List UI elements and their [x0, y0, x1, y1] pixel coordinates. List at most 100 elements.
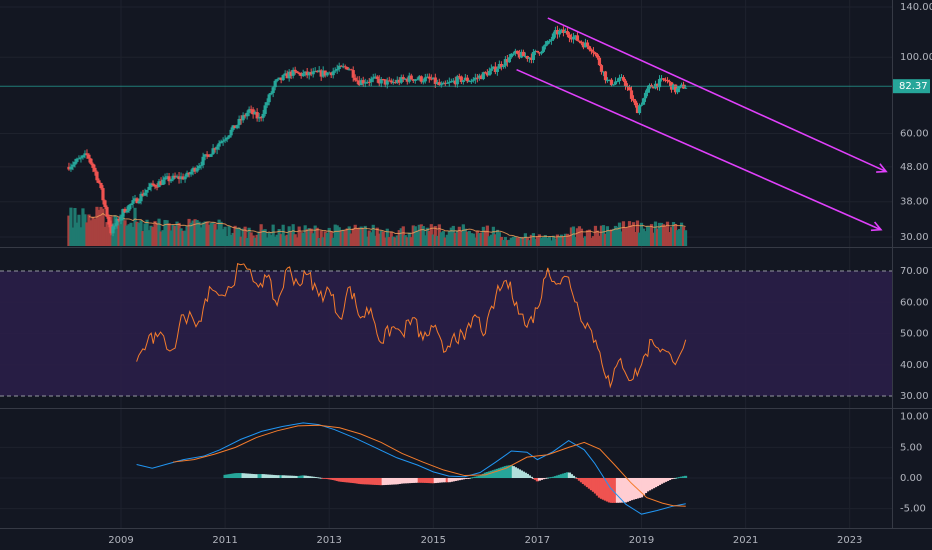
volume-bar	[631, 222, 636, 246]
candle-body	[69, 166, 73, 170]
macd-histogram-bar	[651, 478, 656, 489]
macd-histogram-bar	[269, 474, 273, 478]
macd-histogram-bar	[683, 475, 688, 478]
macd-histogram-bar	[369, 478, 373, 485]
volume-bar	[213, 223, 217, 246]
volume-bar	[189, 222, 193, 246]
candle-body	[529, 57, 533, 60]
rsi-axis-label: 60.00	[900, 297, 929, 308]
volume-bar	[607, 230, 612, 246]
candle-body	[449, 81, 453, 83]
candle-body	[491, 66, 495, 69]
macd-histogram-bar	[443, 478, 447, 483]
candle-body	[551, 33, 556, 40]
candle-body	[79, 157, 83, 159]
candle-body	[633, 100, 638, 106]
volume-bar	[557, 236, 562, 246]
candle-body	[375, 76, 379, 79]
volume-bar	[407, 232, 411, 246]
macd-histogram-bar	[657, 478, 662, 485]
candle-body	[313, 70, 317, 72]
candle-body	[425, 76, 429, 78]
candle-body	[199, 165, 203, 167]
volume-bar	[305, 229, 309, 246]
candle-body	[161, 179, 165, 185]
macd-histogram-bar	[569, 474, 574, 478]
macd-histogram-bar	[379, 478, 383, 486]
macd-line	[136, 422, 686, 515]
candle-body	[203, 154, 207, 157]
volume-bar	[459, 231, 463, 246]
volume-bar	[469, 233, 473, 246]
volume-bar	[357, 227, 361, 246]
volume-bar	[619, 231, 624, 246]
channel-arrowhead	[876, 163, 888, 173]
candle-body	[135, 198, 139, 204]
candle-body	[405, 78, 409, 82]
volume-bar	[579, 228, 584, 246]
volume-bar	[601, 225, 606, 246]
candle-body	[571, 36, 576, 40]
candle-body	[609, 79, 614, 86]
candle-body	[167, 176, 171, 182]
macd-histogram-bar	[339, 478, 343, 482]
volume-bar	[275, 234, 279, 246]
candle-body	[77, 158, 81, 160]
candle-body	[187, 172, 191, 175]
volume-bar	[237, 227, 241, 246]
macd-histogram-bar	[593, 478, 598, 494]
candle-body	[85, 153, 89, 155]
overlays	[0, 17, 892, 232]
candle-body	[461, 80, 465, 83]
candle-body	[205, 154, 209, 156]
volume-bar	[613, 225, 618, 246]
candle-body	[215, 146, 219, 150]
candle-body	[397, 79, 401, 83]
volume-bar	[151, 226, 155, 246]
macd-histogram-bar	[407, 478, 411, 484]
volume-bar	[465, 231, 469, 246]
macd-histogram-bar	[445, 478, 449, 483]
candle-body	[137, 201, 141, 204]
macd-histogram-bar	[663, 478, 668, 482]
candle-body	[441, 82, 445, 85]
volume-bar	[115, 222, 119, 246]
candle-body	[369, 78, 373, 83]
macd-histogram-bar	[231, 473, 235, 478]
candle-body	[251, 109, 255, 115]
volume-bar	[89, 220, 93, 246]
channel-arrowhead	[870, 221, 883, 232]
volume-bar	[373, 235, 377, 246]
candle-body	[429, 78, 433, 80]
candle-body	[535, 50, 539, 53]
candle-body	[351, 70, 355, 78]
macd-histogram-bar	[509, 465, 513, 478]
volume-bar	[197, 221, 201, 246]
volume-bar	[323, 231, 327, 246]
volume-bar	[105, 222, 109, 246]
candle-body	[419, 76, 423, 82]
volume-bar	[277, 229, 281, 246]
volume-bar	[315, 227, 319, 246]
candle-body	[557, 30, 562, 35]
candle-body	[147, 186, 151, 190]
candle-body	[517, 53, 521, 58]
volume-bar	[299, 232, 303, 246]
macd-histogram-bar	[259, 474, 263, 478]
macd-histogram-bar	[241, 473, 245, 478]
volume-bar	[489, 234, 493, 246]
macd-axis-label: 10.00	[900, 412, 929, 423]
volume-bar	[551, 235, 556, 246]
volume-bar	[463, 228, 467, 246]
macd-histogram-bar	[411, 478, 415, 483]
volume-bar	[645, 226, 650, 246]
candle-body	[459, 76, 463, 83]
macd-histogram-bar	[507, 465, 511, 478]
candle-body	[67, 166, 71, 170]
candle-body	[513, 50, 517, 54]
candle-body	[173, 175, 177, 178]
candle-body	[189, 171, 193, 175]
rsi-axis-label: 30.00	[900, 391, 929, 402]
volume-bar	[641, 228, 646, 246]
